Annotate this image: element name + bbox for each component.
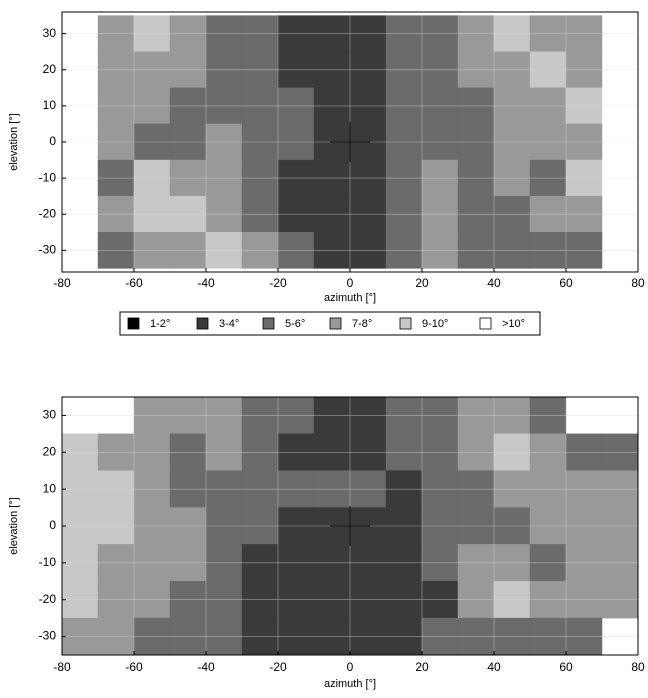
y-tick-label: 10 (43, 98, 57, 112)
x-tick-label: -60 (125, 276, 143, 290)
y-axis-label: elevation [°] (8, 497, 20, 555)
legend-swatch (329, 317, 342, 330)
x-tick-label: 40 (487, 276, 501, 290)
legend-swatch (262, 317, 275, 330)
y-tick-label: -20 (39, 206, 57, 220)
y-tick-label: 20 (43, 444, 57, 458)
y-tick-label: 20 (43, 62, 57, 76)
y-tick-label: -10 (39, 170, 57, 184)
legend-label: 9-10° (422, 318, 448, 330)
y-tick-label: 0 (49, 134, 56, 148)
x-tick-label: 0 (347, 660, 354, 674)
legend-swatch (127, 317, 140, 330)
x-tick-label: -40 (197, 276, 215, 290)
y-tick-label: 0 (49, 518, 56, 532)
x-tick-label: -60 (125, 660, 143, 674)
y-axis-label: elevation [°] (8, 113, 20, 171)
x-axis-label: azimuth [°] (324, 678, 376, 690)
legend-swatch (399, 317, 412, 330)
x-tick-label: -20 (269, 660, 287, 674)
x-tick-label: 80 (631, 276, 645, 290)
y-tick-label: 30 (43, 26, 57, 40)
x-tick-label: 60 (559, 660, 573, 674)
legend-label: 1-2° (150, 318, 170, 330)
legend-swatch (196, 317, 209, 330)
x-tick-label: -80 (53, 660, 71, 674)
x-tick-label: 40 (487, 660, 501, 674)
legend-label: 5-6° (285, 318, 305, 330)
x-tick-label: -40 (197, 660, 215, 674)
y-tick-label: -20 (39, 592, 57, 606)
x-tick-label: 80 (631, 660, 645, 674)
y-tick-label: -30 (39, 629, 57, 643)
y-tick-label: -30 (39, 243, 57, 257)
x-tick-label: -80 (53, 276, 71, 290)
legend-label: 7-8° (352, 318, 372, 330)
legend-label: 3-4° (219, 318, 239, 330)
y-tick-label: 10 (43, 481, 57, 495)
legend-swatch (479, 317, 492, 330)
x-tick-label: 20 (415, 660, 429, 674)
x-tick-label: 60 (559, 276, 573, 290)
crosshair (330, 506, 370, 546)
legend-label: >10° (502, 318, 525, 330)
x-axis-label: azimuth [°] (324, 292, 376, 304)
y-tick-label: 30 (43, 408, 57, 422)
x-tick-label: 0 (347, 276, 354, 290)
x-tick-label: 20 (415, 276, 429, 290)
crosshair (330, 122, 370, 162)
x-tick-label: -20 (269, 276, 287, 290)
y-tick-label: -10 (39, 555, 57, 569)
